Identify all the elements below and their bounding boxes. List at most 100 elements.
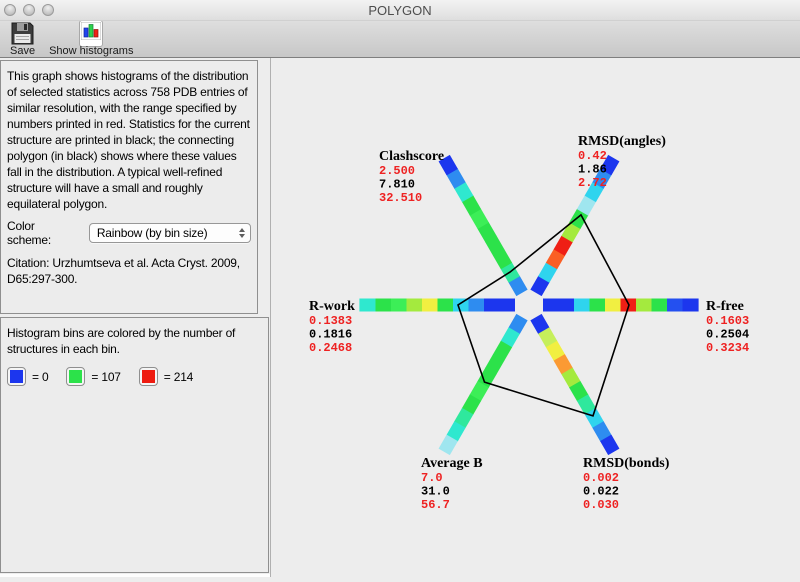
legend-panel: Histogram bins are colored by the number… [0, 317, 269, 573]
show-histograms-button[interactable]: Show histograms [49, 20, 134, 57]
axis-label-r-work: R-work [309, 299, 355, 314]
histogram-segment [592, 168, 612, 189]
histogram-segment [530, 313, 550, 335]
histogram-segment [359, 298, 376, 312]
stepper-up-icon [239, 228, 245, 232]
axis-strip-rmsd-bonds [530, 313, 620, 456]
histogram-segment [454, 181, 474, 203]
axis-label-average-b: Average B [421, 456, 483, 471]
histogram-segment [483, 298, 500, 312]
histogram-segment [485, 354, 505, 375]
histogram-segment [492, 340, 513, 362]
color-scheme-label: Color scheme: [7, 219, 51, 247]
histogram-segment [477, 221, 497, 243]
axis-clashscore-range_low: 2.500 [379, 164, 415, 178]
axis-r-free-range_high: 0.3234 [706, 341, 749, 355]
axis-r-free-current: 0.2504 [706, 328, 749, 342]
show-histograms-label: Show histograms [49, 45, 134, 57]
legend-label-107: = 107 [91, 369, 121, 384]
info-panel: This graph shows histograms of the distr… [0, 60, 258, 314]
close-button[interactable] [4, 4, 16, 16]
toolbar: Save Show histograms [0, 20, 800, 58]
histogram-segment [605, 298, 622, 312]
histogram-segment [538, 262, 558, 283]
axis-strip-rmsd-angles [530, 154, 620, 297]
histogram-segment [461, 195, 482, 216]
axis-r-work-range_high: 0.2468 [309, 341, 352, 355]
content-area: This graph shows histograms of the distr… [0, 58, 800, 577]
color-scheme-row: Color scheme: Rainbow (by bin size) [7, 219, 251, 247]
axis-label-r-free: R-free [706, 299, 744, 314]
axis-clashscore-range_high: 32.510 [379, 191, 422, 205]
histogram-segment [508, 275, 528, 297]
histogram-segment [558, 298, 575, 312]
legend-label-214: = 214 [163, 369, 194, 384]
polygon-plot-panel: R-free 0.1603 0.2504 0.3234 RMSD(angles) 0.42… [270, 58, 800, 577]
histogram-segment [469, 380, 489, 402]
histogram-segment [561, 367, 581, 389]
histogram-segment [667, 298, 684, 312]
save-button[interactable]: Save [10, 22, 35, 57]
histogram-segment [390, 298, 407, 312]
zoom-button[interactable] [42, 4, 54, 16]
histogram-segment [600, 154, 620, 176]
histogram-segment [651, 298, 668, 312]
axis-label-rmsd-angles: RMSD(angles) [578, 134, 666, 149]
histogram-segment [485, 235, 505, 256]
legend-swatch-blue [7, 367, 26, 386]
histogram-segment [545, 340, 566, 362]
histogram-segment [469, 208, 489, 230]
dropdown-stepper-icon [239, 228, 246, 238]
histogram-segment [467, 298, 484, 312]
histogram-segment [584, 181, 604, 203]
axis-label-rmsd-bonds: RMSD(bonds) [583, 456, 670, 471]
histogram-segment [569, 208, 589, 230]
histogram-segment [569, 380, 589, 402]
window-controls [4, 4, 54, 16]
histogram-segment [574, 298, 591, 312]
histogram-segment [374, 298, 391, 312]
legend-swatch-green [66, 367, 86, 386]
histogram-segment [682, 298, 699, 312]
axis-strip-clashscore [438, 154, 528, 297]
histogram-icon [80, 21, 102, 41]
axis-strip-r-work [359, 298, 515, 312]
histogram-segment [438, 154, 458, 176]
axis-average-b-range_low: 7.0 [421, 471, 443, 485]
save-icon [11, 22, 34, 45]
axis-rmsd-bonds-range_low: 0.002 [583, 471, 619, 485]
histogram-segment [530, 275, 550, 297]
current-structure-polygon [457, 213, 630, 417]
axis-clashscore-current: 7.810 [379, 178, 415, 192]
histogram-segment [589, 298, 606, 312]
histogram-segment [592, 421, 612, 442]
histogram-segment [545, 248, 566, 270]
histogram-segment [498, 298, 515, 312]
histogram-segment [461, 394, 482, 415]
legend-swatch-red [138, 367, 158, 386]
histogram-segment [600, 434, 620, 456]
axis-rmsd-bonds-current: 0.022 [583, 485, 619, 499]
histogram-segment [500, 327, 520, 348]
color-scheme-dropdown[interactable]: Rainbow (by bin size) [88, 223, 251, 243]
histogram-segment [553, 354, 573, 375]
histogram-segment [561, 221, 581, 243]
axis-r-work-range_low: 0.1383 [309, 314, 352, 328]
info-description: This graph shows histograms of the distr… [7, 69, 250, 211]
minimize-button[interactable] [23, 4, 35, 16]
histogram-segment [454, 407, 474, 429]
histogram-segment [492, 248, 513, 270]
window-title: POLYGON [368, 2, 432, 18]
axis-strip-average-b [438, 313, 528, 456]
histogram-segment [405, 298, 422, 312]
title-bar: POLYGON [0, 0, 800, 21]
sidebar: This graph shows histograms of the distr… [0, 58, 270, 577]
legend-description: Histogram bins are colored by the number… [7, 326, 236, 356]
histogram-segment [636, 298, 653, 312]
histogram-segment [538, 327, 558, 348]
axis-strip-r-free [543, 298, 699, 312]
axis-r-free-range_low: 0.1603 [706, 314, 749, 328]
legend-label-0: = 0 [32, 369, 49, 384]
